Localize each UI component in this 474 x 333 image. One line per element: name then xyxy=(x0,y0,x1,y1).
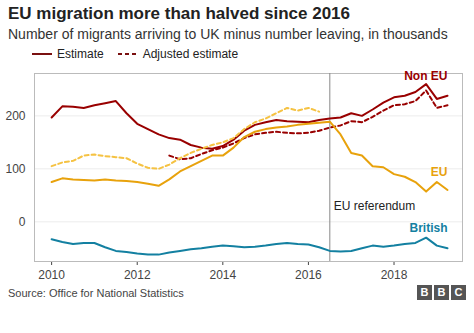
svg-text:0: 0 xyxy=(19,215,26,229)
html-text:Source: Office for National St: Source: Office for National Statistics xyxy=(8,286,184,299)
html-text:B: B xyxy=(437,286,446,298)
svg-text:2016: 2016 xyxy=(295,268,322,282)
html-text:Number of migrants arriving to: Number of migrants arriving to UK minus … xyxy=(8,26,448,42)
svg-text:2010: 2010 xyxy=(38,268,65,282)
html-text:Adjusted estimate: Adjusted estimate xyxy=(142,47,239,61)
svg-text:EU: EU xyxy=(431,165,448,179)
svg-text:2014: 2014 xyxy=(209,268,236,282)
svg-text:British: British xyxy=(410,221,448,235)
svg-text:100: 100 xyxy=(5,162,25,176)
svg-text:2012: 2012 xyxy=(124,268,151,282)
svg-text:2018: 2018 xyxy=(381,268,408,282)
svg-text:200: 200 xyxy=(5,109,25,123)
html-text:Estimate: Estimate xyxy=(57,47,104,61)
html-text:C: C xyxy=(454,286,463,298)
svg-text:Non EU: Non EU xyxy=(404,69,447,83)
html-text:EU migration more than halved: EU migration more than halved since 2016 xyxy=(8,4,350,23)
svg-text:EU referendum: EU referendum xyxy=(334,199,415,213)
html-text:B: B xyxy=(420,286,429,298)
